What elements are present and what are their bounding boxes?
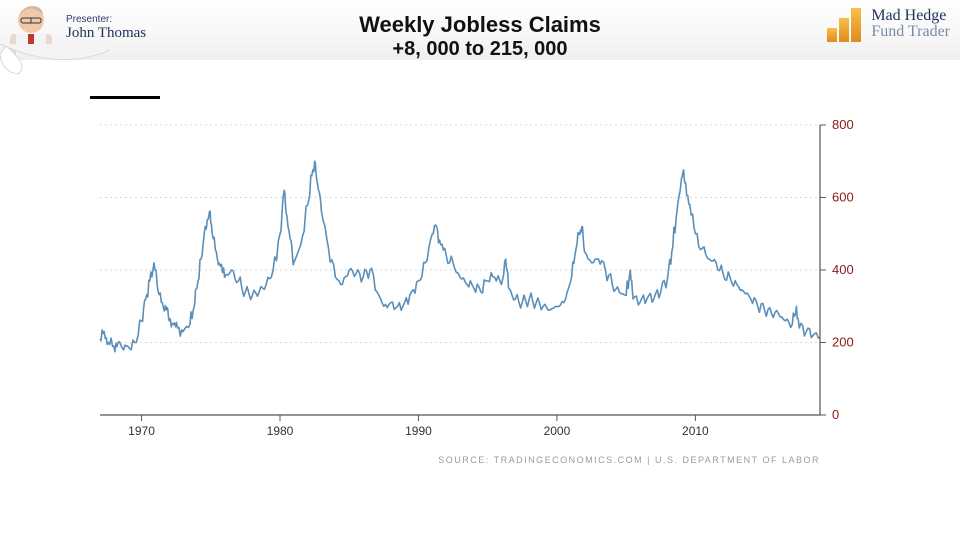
svg-text:800: 800 xyxy=(832,117,854,132)
svg-text:400: 400 xyxy=(832,262,854,277)
svg-text:200: 200 xyxy=(832,335,854,350)
jobless-claims-chart: 0 200 400 600 800 1970 1980 1990 2000 2010 SOURCE:… xyxy=(90,115,870,475)
chart-title: Weekly Jobless Claims xyxy=(0,12,960,38)
chart-subtitle: +8, 000 to 215, 000 xyxy=(0,38,960,61)
svg-text:2010: 2010 xyxy=(682,424,709,438)
svg-text:1980: 1980 xyxy=(267,424,294,438)
svg-text:1990: 1990 xyxy=(405,424,432,438)
title-block: Weekly Jobless Claims +8, 000 to 215, 00… xyxy=(0,12,960,61)
svg-text:0: 0 xyxy=(832,407,839,422)
svg-text:600: 600 xyxy=(832,190,854,205)
svg-text:1970: 1970 xyxy=(128,424,155,438)
svg-text:SOURCE: TRADINGECONOMICS.COM: SOURCE: TRADINGECONOMICS.COM | U.S. DEPA… xyxy=(438,455,820,465)
svg-text:2000: 2000 xyxy=(544,424,571,438)
horizontal-rule xyxy=(90,96,160,99)
